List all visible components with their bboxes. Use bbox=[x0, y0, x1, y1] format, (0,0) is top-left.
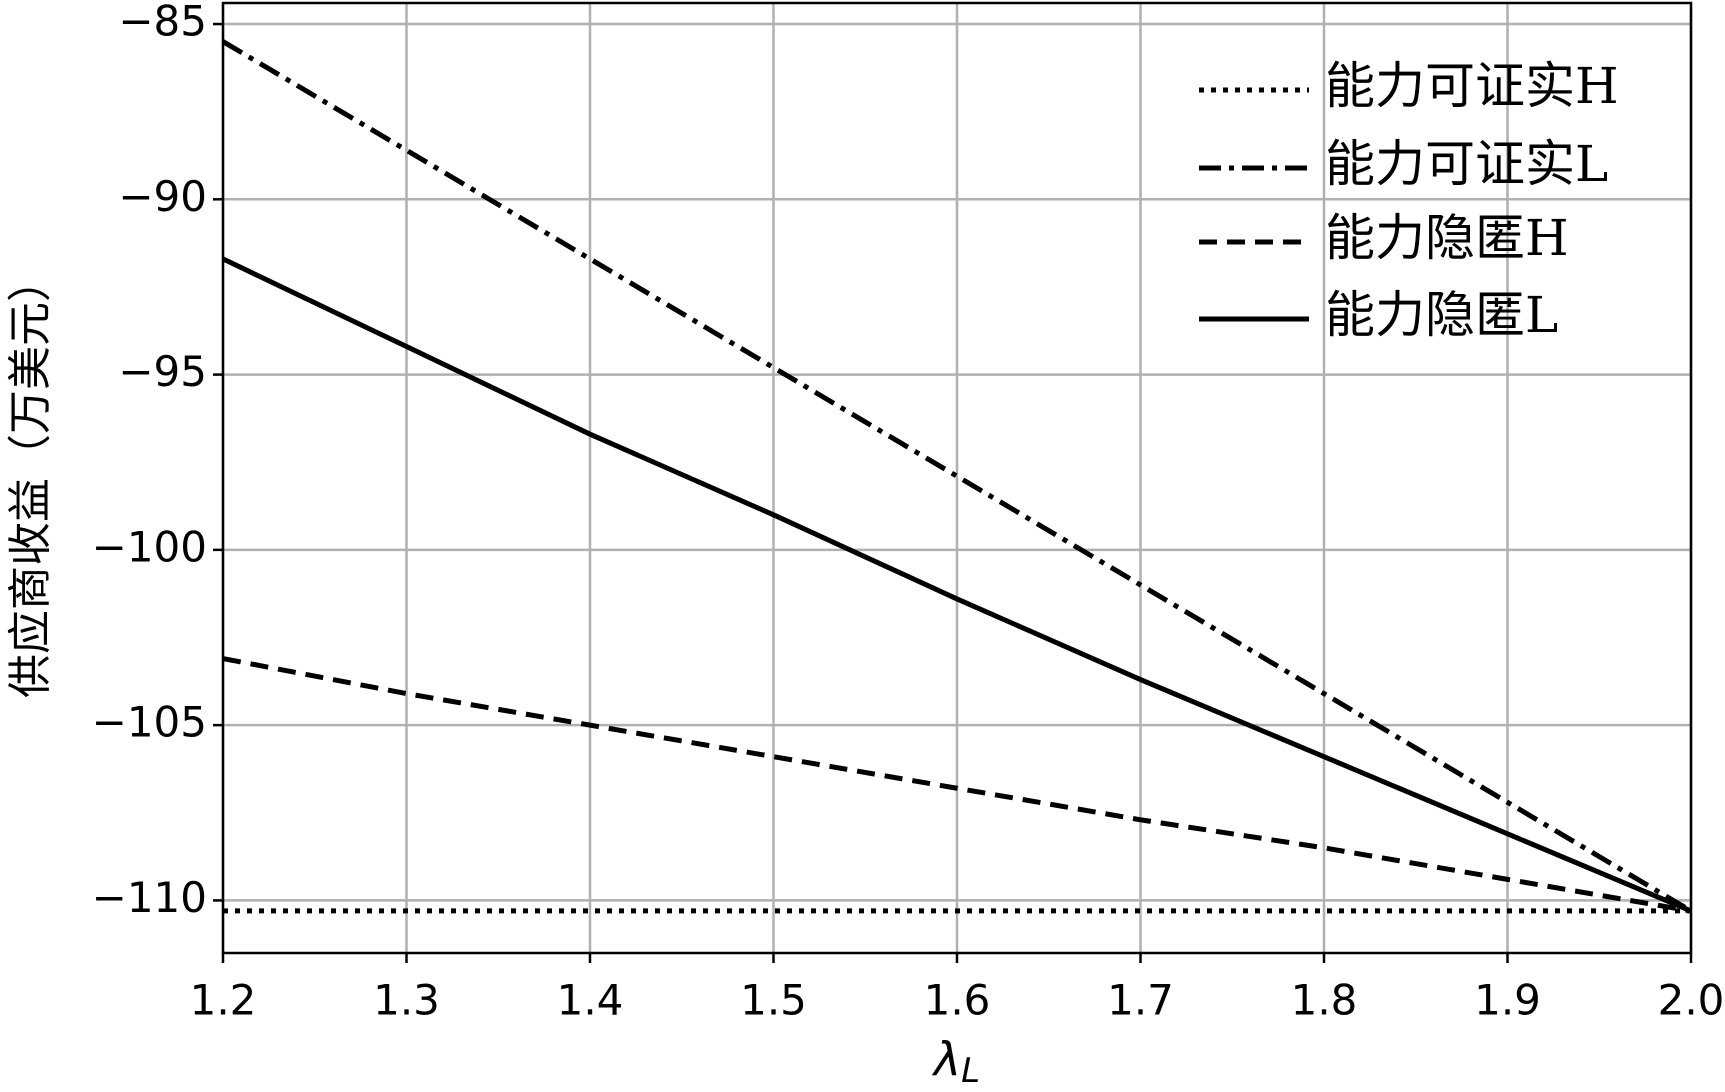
x-axis-label-subscript: L bbox=[961, 1051, 980, 1091]
y-tick-label: −100 bbox=[92, 522, 207, 571]
y-tick-label: −90 bbox=[118, 172, 207, 221]
line-series bbox=[222, 656, 1692, 914]
y-tick-label: −95 bbox=[118, 347, 207, 396]
plot-frame bbox=[221, 1, 1693, 955]
legend-label: 能力可证实L bbox=[1325, 135, 1608, 193]
legend-label: 能力可证实H bbox=[1325, 57, 1619, 115]
y-axis-label: 供应商收益（万美元） bbox=[5, 258, 56, 698]
y-tick-label: −105 bbox=[92, 698, 207, 747]
x-tick-label: 2.0 bbox=[1658, 976, 1725, 1025]
x-tick-label: 1.4 bbox=[557, 976, 624, 1025]
legend-label: 能力隐匿H bbox=[1325, 209, 1569, 267]
x-tick-label: 1.2 bbox=[190, 976, 257, 1025]
x-tick-label: 1.6 bbox=[924, 976, 991, 1025]
x-tick-label: 1.3 bbox=[373, 976, 440, 1025]
legend-label: 能力隐匿L bbox=[1325, 286, 1558, 344]
line-series bbox=[221, 256, 1692, 914]
x-tick-label: 1.8 bbox=[1291, 976, 1358, 1025]
x-tick-label: 1.5 bbox=[740, 976, 807, 1025]
x-tick-label: 1.9 bbox=[1474, 976, 1541, 1025]
y-tick-label: −85 bbox=[118, 0, 207, 46]
x-axis-label: λL bbox=[931, 1032, 980, 1091]
x-tick-label: 1.7 bbox=[1107, 976, 1174, 1025]
x-axis-label-symbol: λ bbox=[931, 1032, 961, 1086]
line-series bbox=[221, 39, 1693, 914]
y-tick-label: −110 bbox=[92, 873, 207, 922]
